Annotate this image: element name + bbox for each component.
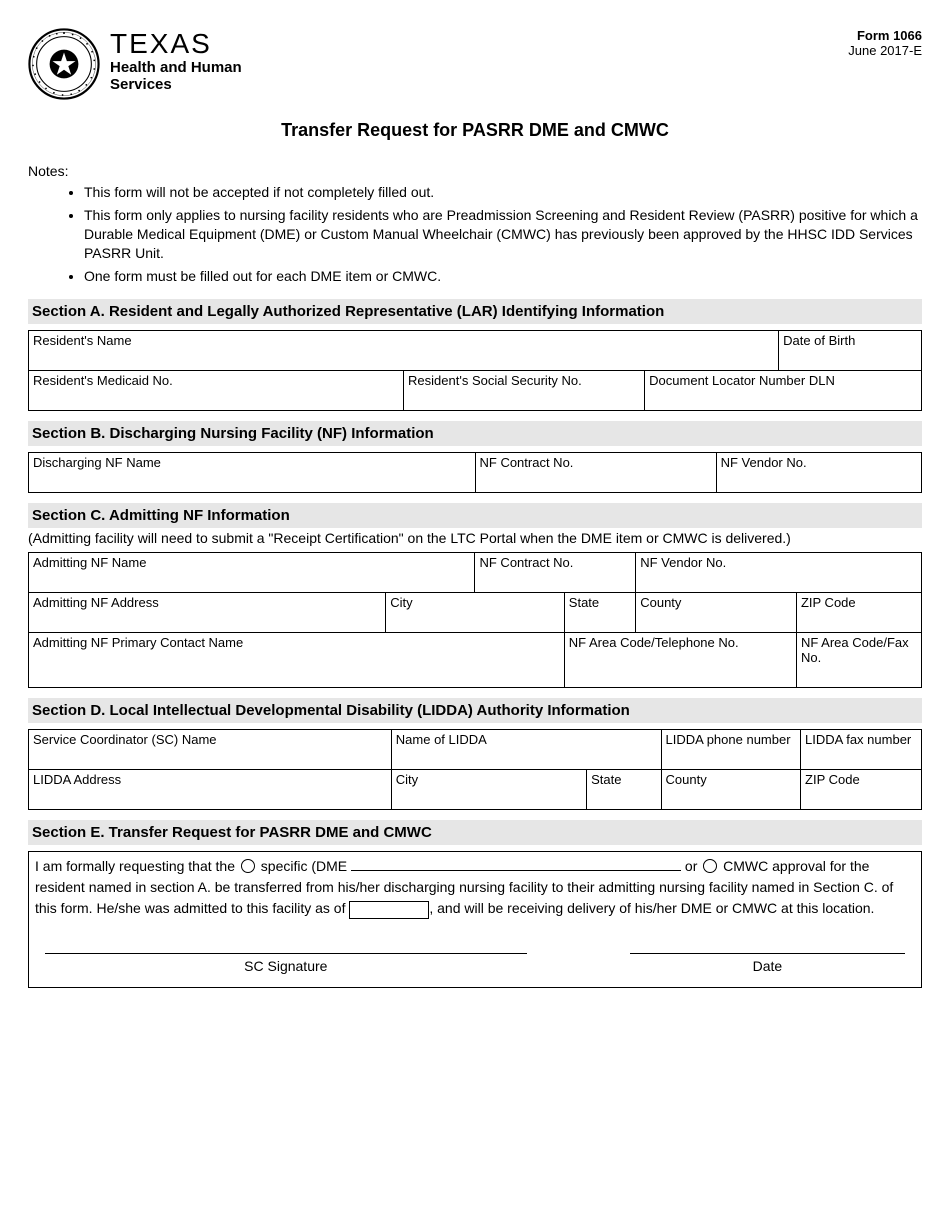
field-label-zip-d: ZIP Code [805, 772, 860, 787]
stmt-dme: specific (DME [261, 858, 347, 874]
transfer-statement: I am formally requesting that the specif… [35, 856, 915, 919]
section-c-table: Admitting NF Name NF Contract No. NF Ven… [28, 552, 922, 688]
field-label-county-d: County [666, 772, 707, 787]
sc-signature-block: SC Signature [45, 953, 527, 977]
field-label-medicaid: Resident's Medicaid No. [33, 373, 173, 388]
field-label-admitting-address: Admitting NF Address [33, 595, 159, 610]
field-label-ssn: Resident's Social Security No. [408, 373, 582, 388]
field-label-city-d: City [396, 772, 418, 787]
agency-name: TEXAS Health and Human Services [110, 28, 242, 93]
radio-dme[interactable] [241, 859, 255, 873]
notes-list: This form will not be accepted if not co… [84, 183, 922, 285]
field-label-nf-contract-c: NF Contract No. [479, 555, 573, 570]
date-label: Date [630, 956, 905, 977]
field-label-state-d: State [591, 772, 621, 787]
field-label-phone-c: NF Area Code/Telephone No. [569, 635, 739, 650]
section-e-header: Section E. Transfer Request for PASRR DM… [28, 820, 922, 845]
form-id: Form 1066 [848, 28, 922, 43]
field-label-nf-contract-b: NF Contract No. [480, 455, 574, 470]
note-item: This form only applies to nursing facili… [84, 206, 922, 263]
sc-signature-line[interactable] [45, 953, 527, 954]
field-label-admitting-nf-name: Admitting NF Name [33, 555, 146, 570]
stmt-part1: I am formally requesting that the [35, 858, 235, 874]
field-label-lidda-address: LIDDA Address [33, 772, 121, 787]
field-label-dob: Date of Birth [783, 333, 855, 348]
field-label-nf-vendor-b: NF Vendor No. [721, 455, 807, 470]
agency-line2a: Health and Human [110, 60, 242, 77]
form-title: Transfer Request for PASRR DME and CMWC [28, 120, 922, 141]
page-header: TEXAS Health and Human Services Form 106… [28, 28, 922, 100]
section-d-header: Section D. Local Intellectual Developmen… [28, 698, 922, 723]
field-label-discharging-nf-name: Discharging NF Name [33, 455, 161, 470]
date-block: Date [630, 953, 905, 977]
form-date: June 2017-E [848, 43, 922, 58]
section-c-header: Section C. Admitting NF Information [28, 503, 922, 528]
section-b-table: Discharging NF Name NF Contract No. NF V… [28, 452, 922, 493]
field-label-dln: Document Locator Number DLN [649, 373, 835, 388]
field-label-lidda-fax: LIDDA fax number [805, 732, 911, 747]
section-a-header: Section A. Resident and Legally Authoriz… [28, 299, 922, 324]
field-label-nf-vendor-c: NF Vendor No. [640, 555, 726, 570]
field-label-lidda-name: Name of LIDDA [396, 732, 487, 747]
stmt-part3: , and will be receiving delivery of his/… [429, 900, 874, 916]
texas-seal-icon [28, 28, 100, 100]
signature-row: SC Signature Date [35, 953, 915, 977]
section-d-table: Service Coordinator (SC) Name Name of LI… [28, 729, 922, 810]
section-e-box: I am formally requesting that the specif… [28, 851, 922, 988]
note-item: This form will not be accepted if not co… [84, 183, 922, 202]
section-a-table: Resident's Name Date of Birth Resident's… [28, 330, 922, 411]
agency-logo-block: TEXAS Health and Human Services [28, 28, 242, 100]
sc-signature-label: SC Signature [45, 956, 527, 977]
date-line[interactable] [630, 953, 905, 954]
field-label-sc-name: Service Coordinator (SC) Name [33, 732, 217, 747]
note-item: One form must be filled out for each DME… [84, 267, 922, 286]
field-label-lidda-phone: LIDDA phone number [666, 732, 791, 747]
form-meta: Form 1066 June 2017-E [848, 28, 922, 58]
field-label-city-c: City [390, 595, 412, 610]
field-label-primary-contact: Admitting NF Primary Contact Name [33, 635, 243, 650]
section-c-note: (Admitting facility will need to submit … [28, 530, 922, 546]
field-label-state-c: State [569, 595, 599, 610]
agency-line1: TEXAS [110, 28, 242, 60]
radio-cmwc[interactable] [703, 859, 717, 873]
notes-label: Notes: [28, 163, 922, 179]
agency-line2b: Services [110, 77, 242, 94]
stmt-cmwc: CMWC approval for the [723, 858, 869, 874]
section-b-header: Section B. Discharging Nursing Facility … [28, 421, 922, 446]
dme-blank-line[interactable] [351, 857, 681, 871]
admit-date-box[interactable] [349, 901, 429, 919]
field-label-fax-c: NF Area Code/Fax No. [801, 635, 909, 665]
field-label-county-c: County [640, 595, 681, 610]
field-label-zip-c: ZIP Code [801, 595, 856, 610]
stmt-or: or [685, 858, 697, 874]
field-label-resident-name: Resident's Name [33, 333, 132, 348]
